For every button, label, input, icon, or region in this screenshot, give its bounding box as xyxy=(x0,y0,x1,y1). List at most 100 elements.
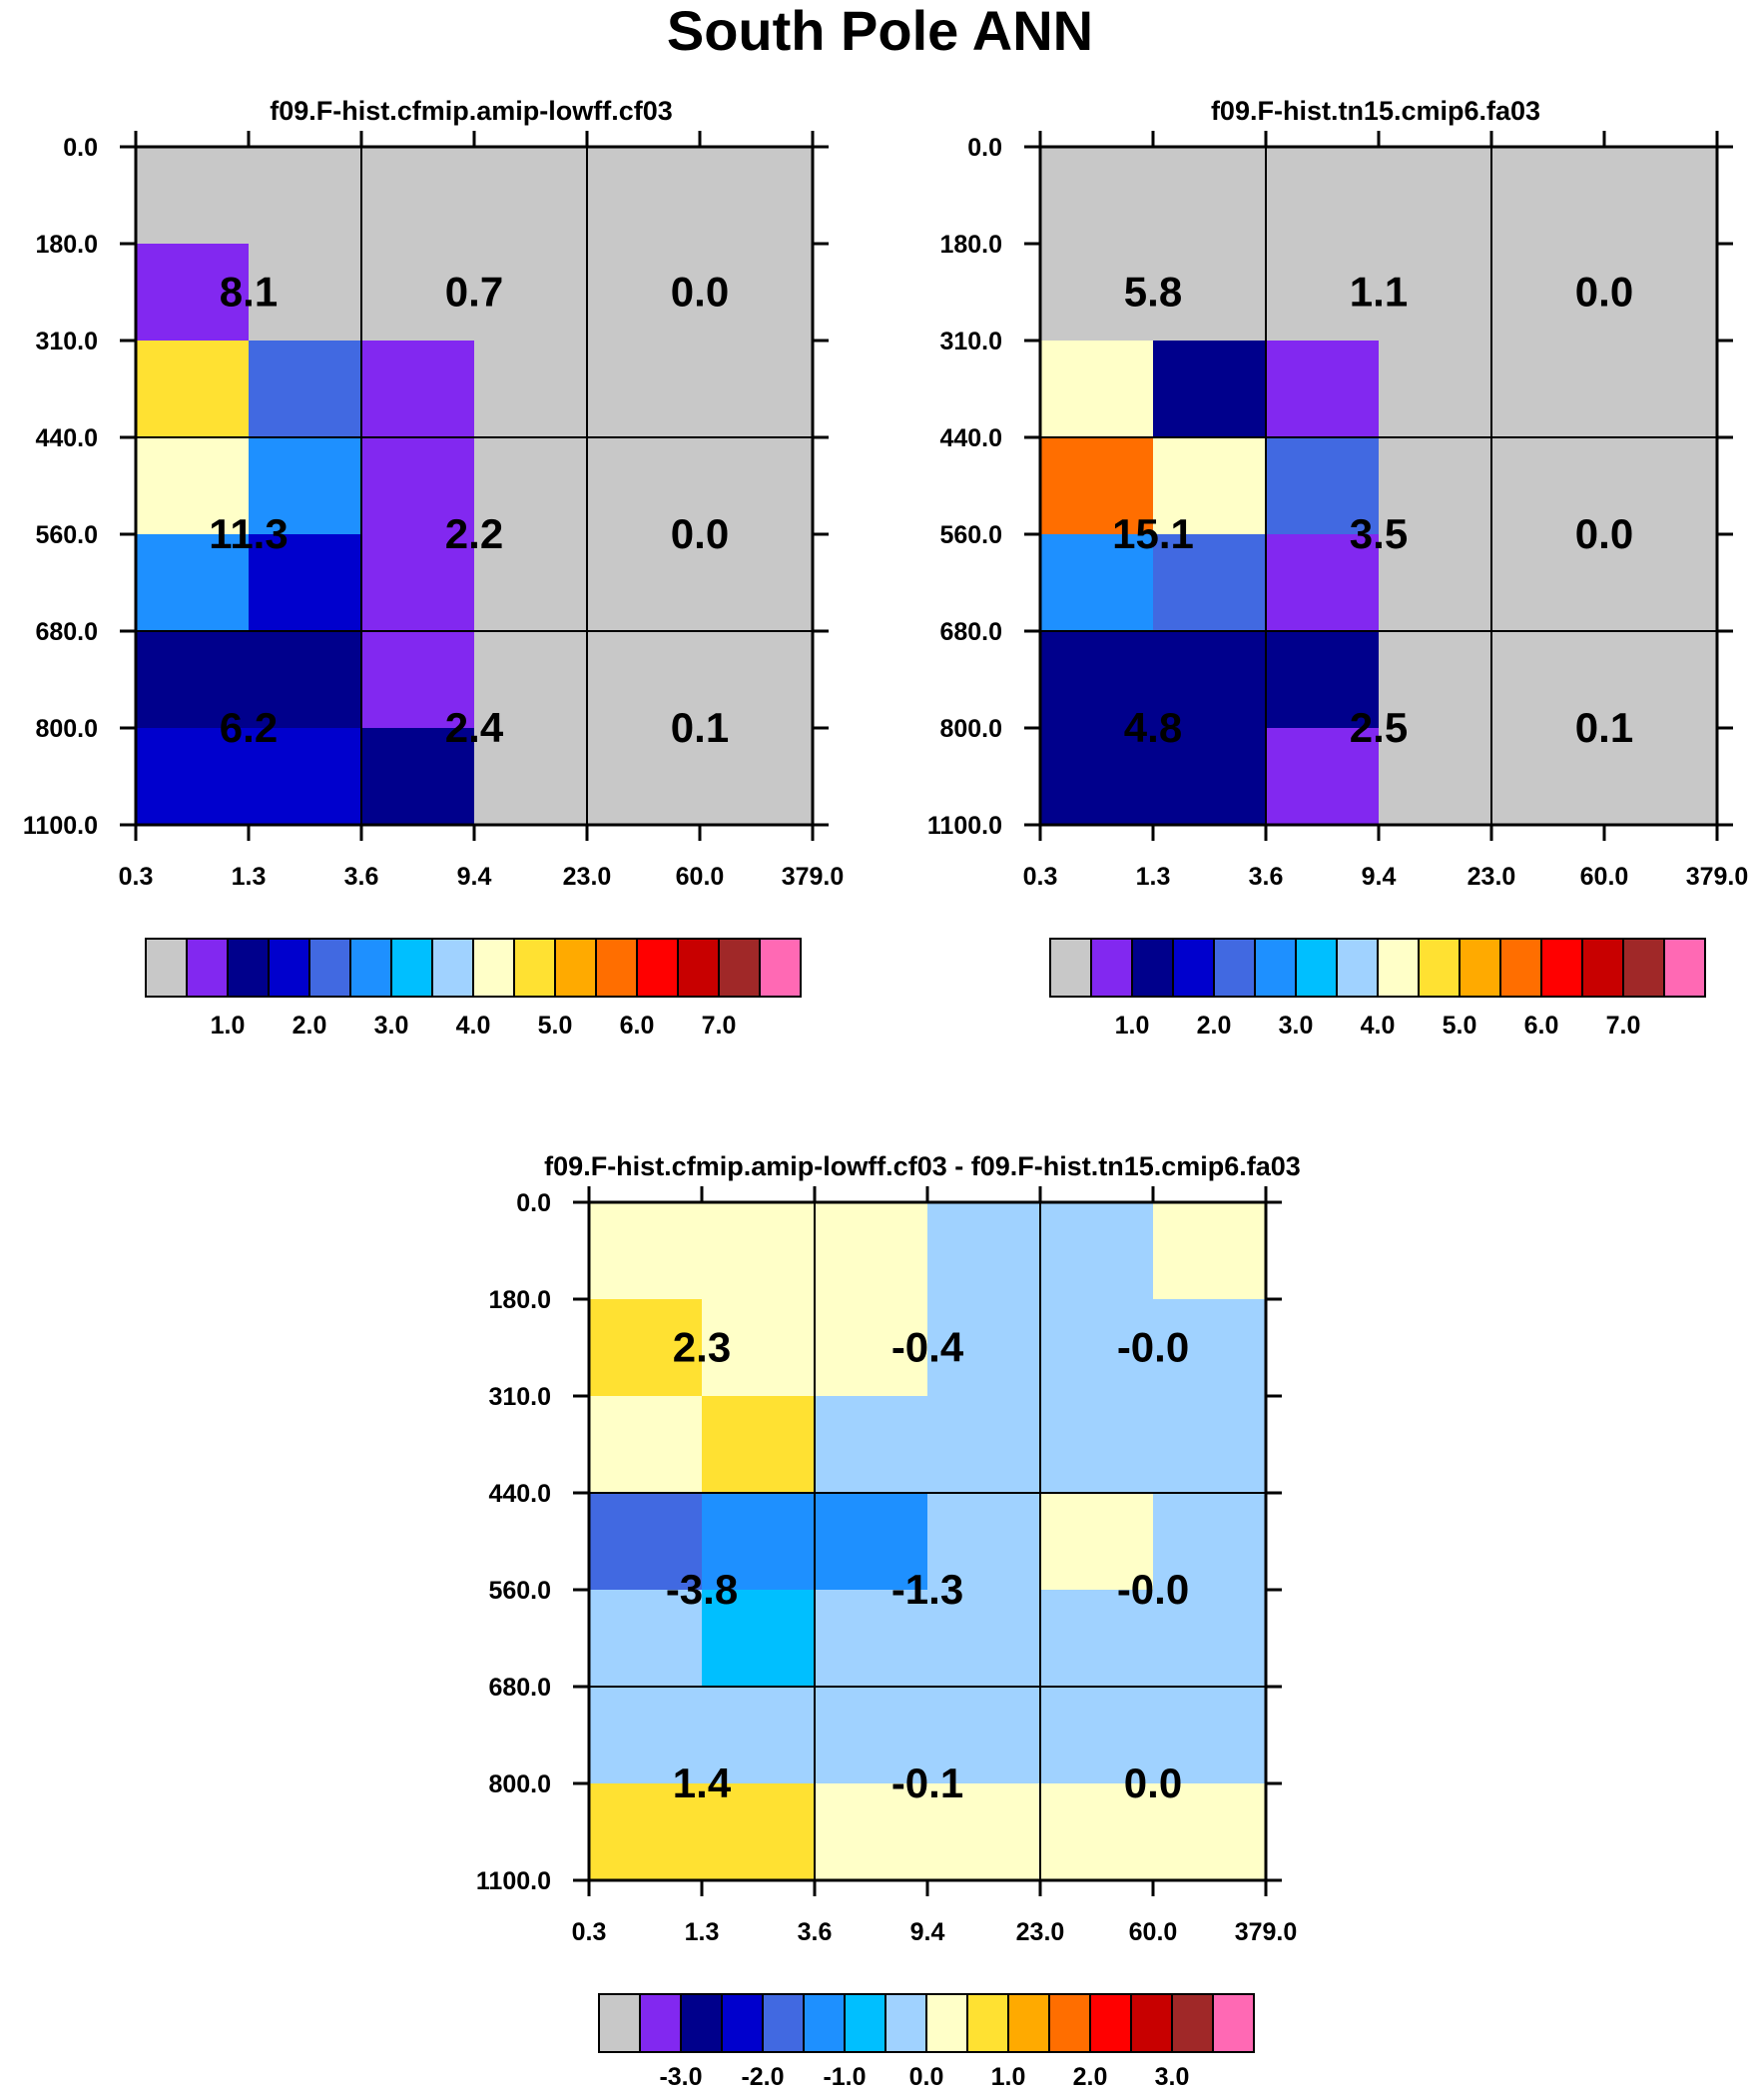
colorbar-label: -3.0 xyxy=(659,2063,702,2091)
heatmap-cell xyxy=(1266,728,1380,826)
y-tick-label: 1100.0 xyxy=(476,1867,551,1895)
colorbar-label: 5.0 xyxy=(1443,1012,1477,1040)
heatmap-cell xyxy=(1040,1299,1154,1397)
colorbar-swatch xyxy=(639,1993,682,2053)
heatmap-cell xyxy=(249,534,362,632)
heatmap-cell xyxy=(1604,244,1718,342)
colorbar-swatch xyxy=(554,938,597,998)
cell-value-label: 2.3 xyxy=(673,1324,731,1371)
heatmap-cell xyxy=(589,1783,703,1881)
heatmap-cell xyxy=(1266,534,1380,632)
cell-value-label: 1.4 xyxy=(673,1759,732,1806)
heatmap-cell xyxy=(1266,244,1380,342)
x-tick-label: 0.3 xyxy=(1023,863,1058,891)
heatmap-cell xyxy=(1491,728,1605,826)
y-tick-label: 310.0 xyxy=(939,328,1002,355)
colorbar-swatch xyxy=(431,938,474,998)
x-tick-label: 3.6 xyxy=(1249,863,1284,891)
heatmap-cell xyxy=(136,534,250,632)
colorbar-label: 1.0 xyxy=(991,2063,1026,2091)
colorbar-label: 3.0 xyxy=(1155,2063,1190,2091)
y-tick-label: 310.0 xyxy=(488,1383,551,1411)
cell-value-label: -0.0 xyxy=(1117,1324,1189,1371)
colorbar-swatch xyxy=(513,938,556,998)
colorbar-swatch xyxy=(1130,1993,1173,2053)
colorbar-swatch xyxy=(1295,938,1338,998)
heatmap-cell xyxy=(1153,1590,1267,1688)
y-tick-label: 800.0 xyxy=(488,1770,551,1798)
heatmap-cell xyxy=(249,147,362,245)
heatmap-cell xyxy=(474,728,588,826)
heatmap-cell xyxy=(702,1299,816,1397)
heatmap-cell xyxy=(1491,631,1605,729)
heatmap-cell xyxy=(815,1396,928,1494)
heatmap-cell xyxy=(587,244,701,342)
heatmap-cell xyxy=(474,534,588,632)
colorbar-label: 7.0 xyxy=(1606,1012,1641,1040)
cell-value-label: 11.3 xyxy=(209,510,288,557)
x-tick-label: 9.4 xyxy=(910,1918,945,1946)
cell-value-label: -0.4 xyxy=(891,1324,964,1371)
heatmap-cell xyxy=(815,1493,928,1591)
heatmap-cell xyxy=(1040,1493,1154,1591)
heatmap-cell xyxy=(1040,1687,1154,1784)
heatmap-cell xyxy=(927,1783,1041,1881)
heatmap-cell xyxy=(1153,1299,1267,1397)
colorbar-swatch xyxy=(1048,1993,1091,2053)
cell-value-label: 1.1 xyxy=(1350,269,1408,316)
heatmap-cell xyxy=(702,1783,816,1881)
heatmap-cell xyxy=(1040,1396,1154,1494)
cell-value-label: 0.7 xyxy=(445,269,503,316)
heatmap-cell xyxy=(1153,1687,1267,1784)
colorbar-label: 6.0 xyxy=(1524,1012,1559,1040)
heatmap-cell xyxy=(1040,728,1154,826)
colorbar-swatch xyxy=(1212,1993,1255,2053)
heatmap-cell xyxy=(474,244,588,342)
y-tick-label: 560.0 xyxy=(488,1577,551,1605)
colorbar-swatch xyxy=(227,938,270,998)
heatmap-cell xyxy=(1491,534,1605,632)
heatmap-cell xyxy=(361,437,475,535)
colorbar-swatch xyxy=(349,938,392,998)
cell-value-label: 2.2 xyxy=(445,510,503,557)
colorbar-label: 4.0 xyxy=(456,1012,491,1040)
heatmap-cell xyxy=(136,631,250,729)
heatmap-cell xyxy=(249,437,362,535)
heatmap-cell xyxy=(1379,147,1492,245)
heatmap-cell xyxy=(1153,728,1267,826)
heatmap-cell xyxy=(927,1202,1041,1300)
colorbar-swatch xyxy=(844,1993,886,2053)
heatmap-cell xyxy=(815,1299,928,1397)
x-tick-label: 1.3 xyxy=(685,1918,720,1946)
colorbar-swatch xyxy=(1622,938,1665,998)
heatmap-cell xyxy=(361,534,475,632)
colorbar-swatch xyxy=(1499,938,1542,998)
heatmap-cell xyxy=(1491,147,1605,245)
heatmap-cell xyxy=(1266,147,1380,245)
heatmap-cell xyxy=(700,534,814,632)
heatmap-cell xyxy=(361,728,475,826)
heatmap-cell xyxy=(927,1493,1041,1591)
colorbar-swatch xyxy=(1254,938,1297,998)
heatmap-cell xyxy=(589,1493,703,1591)
panel-title: f09.F-hist.cfmip.amip-lowff.cf03 - f09.F… xyxy=(544,1151,1301,1181)
heatmap-cell xyxy=(587,534,701,632)
heatmap-cell xyxy=(1379,728,1492,826)
x-tick-label: 23.0 xyxy=(1016,1918,1065,1946)
y-tick-label: 440.0 xyxy=(35,424,98,452)
heatmap-cell xyxy=(1379,631,1492,729)
colorbar-swatch xyxy=(268,938,310,998)
heatmap-cell xyxy=(1153,437,1267,535)
x-tick-label: 379.0 xyxy=(1686,863,1749,891)
colorbar-swatch xyxy=(1581,938,1624,998)
y-tick-label: 0.0 xyxy=(516,1189,551,1217)
heatmap-cell xyxy=(700,244,814,342)
colorbar-swatch xyxy=(680,1993,723,2053)
cell-value-label: 0.0 xyxy=(1575,510,1633,557)
colorbar-label: 7.0 xyxy=(702,1012,737,1040)
colorbar-swatch xyxy=(1540,938,1583,998)
y-tick-label: 180.0 xyxy=(488,1286,551,1314)
heatmap-cell xyxy=(249,244,362,342)
x-tick-label: 3.6 xyxy=(344,863,379,891)
y-tick-label: 180.0 xyxy=(939,231,1002,259)
